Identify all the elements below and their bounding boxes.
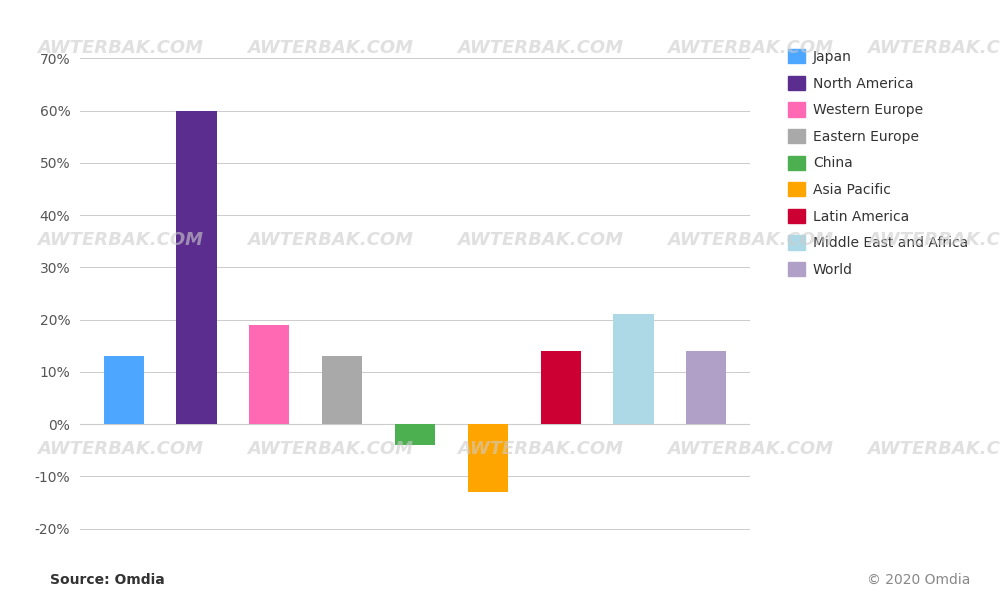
Text: AWTERBAK.COM: AWTERBAK.COM [457, 39, 623, 57]
Text: AWTERBAK.COM: AWTERBAK.COM [247, 39, 413, 57]
Text: AWTERBAK.COM: AWTERBAK.COM [457, 440, 623, 458]
Bar [176, 111, 217, 424]
Text: AWTERBAK.COM: AWTERBAK.COM [867, 440, 1000, 458]
Text: AWTERBAK.COM: AWTERBAK.COM [37, 39, 203, 57]
Text: AWTERBAK.COM: AWTERBAK.COM [37, 440, 203, 458]
Text: AWTERBAK.COM: AWTERBAK.COM [247, 440, 413, 458]
Bar [468, 424, 508, 492]
Text: AWTERBAK.COM: AWTERBAK.COM [667, 440, 833, 458]
Bar [613, 314, 654, 424]
Legend: Japan, North America, Western Europe, Eastern Europe, China, Asia Pacific, Latin: Japan, North America, Western Europe, Ea… [784, 45, 972, 281]
Text: Source: Omdia: Source: Omdia [50, 573, 165, 587]
Text: AWTERBAK.COM: AWTERBAK.COM [867, 231, 1000, 249]
Bar [541, 351, 581, 424]
Bar [686, 351, 726, 424]
Bar [322, 356, 362, 424]
Bar [249, 325, 289, 424]
Text: AWTERBAK.COM: AWTERBAK.COM [37, 231, 203, 249]
Text: AWTERBAK.COM: AWTERBAK.COM [247, 231, 413, 249]
Text: AWTERBAK.COM: AWTERBAK.COM [667, 39, 833, 57]
Text: AWTERBAK.COM: AWTERBAK.COM [667, 231, 833, 249]
Bar [395, 424, 435, 445]
Text: AWTERBAK.COM: AWTERBAK.COM [457, 231, 623, 249]
Text: © 2020 Omdia: © 2020 Omdia [867, 573, 970, 587]
Text: AWTERBAK.COM: AWTERBAK.COM [867, 39, 1000, 57]
Bar [104, 356, 144, 424]
